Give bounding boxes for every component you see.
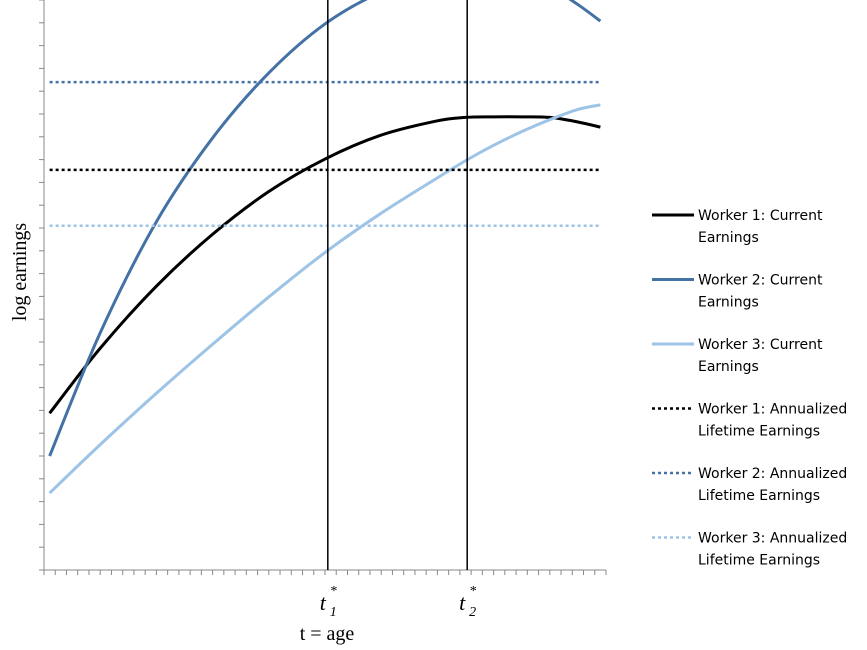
marker-label-t1: t: [320, 590, 327, 615]
legend-label-1: Worker 1: Current: [698, 208, 823, 224]
marker-sup-t1: *: [330, 584, 337, 599]
marker-sub-t1: 1: [330, 605, 337, 620]
x-axis-label: t = age: [300, 623, 355, 645]
legend-label-6-line2: Lifetime Earnings: [698, 553, 820, 569]
legend: Worker 1: Current Earnings Worker 2: Curre…: [652, 208, 847, 569]
series-layer: [48, 0, 602, 495]
legend-label-1-line2: Earnings: [698, 230, 759, 246]
vertical-markers: t *1 t *2: [320, 0, 476, 620]
legend-label-3: Worker 3: Current: [698, 337, 823, 353]
marker-sub-t2: 2: [469, 605, 476, 620]
legend-label-4: Worker 1: Annualized: [698, 402, 847, 418]
axes: [39, 0, 607, 575]
legend-label-2-line2: Earnings: [698, 295, 759, 311]
y-axis-label: log earnings: [9, 223, 31, 322]
marker-sup-t2: *: [469, 584, 476, 599]
legend-label-5: Worker 2: Annualized: [698, 466, 847, 482]
marker-label-t2: t: [459, 590, 466, 615]
series-worker-3-current-earnings: [48, 103, 601, 495]
legend-label-6: Worker 3: Annualized: [698, 531, 847, 547]
legend-label-2: Worker 2: Current: [698, 273, 823, 289]
series-worker-1-current-earnings: [48, 115, 601, 415]
legend-label-3-line2: Earnings: [698, 359, 759, 375]
series-worker-2-current-earnings: [48, 0, 602, 457]
legend-label-5-line2: Lifetime Earnings: [698, 488, 820, 504]
legend-label-4-line2: Lifetime Earnings: [698, 424, 820, 440]
